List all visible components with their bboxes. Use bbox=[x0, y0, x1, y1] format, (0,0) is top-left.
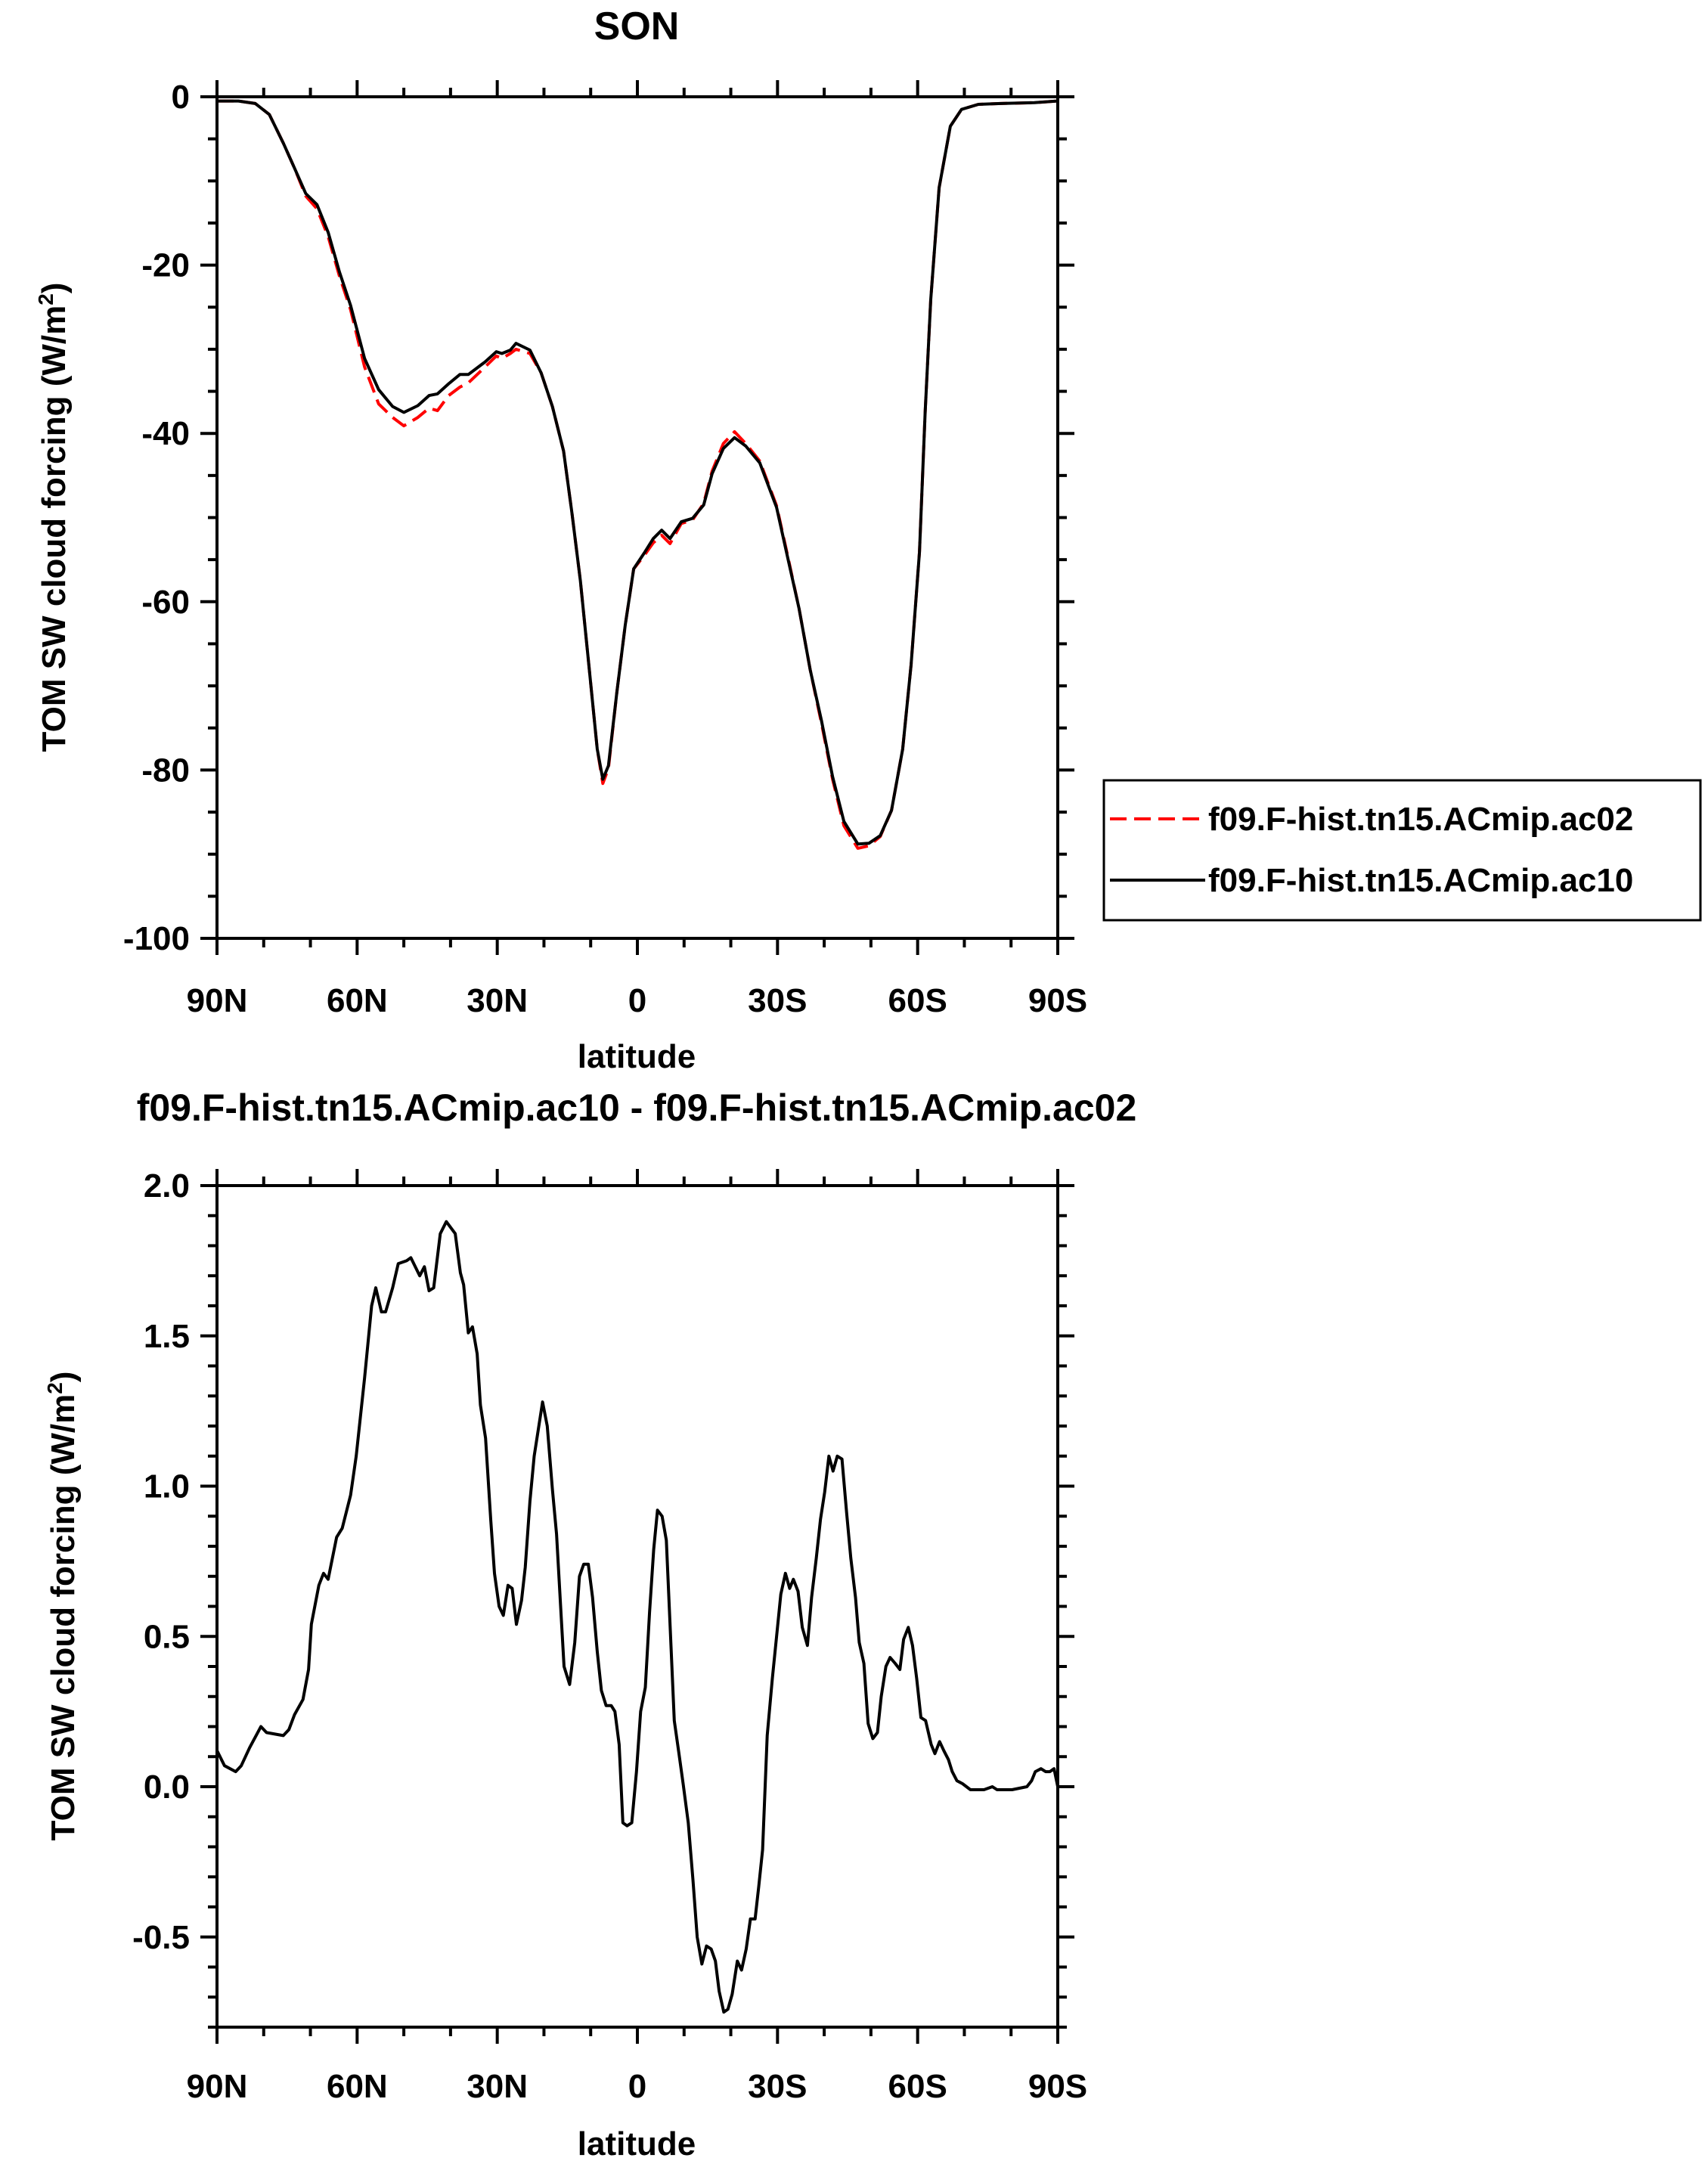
y-tick-label: -80 bbox=[141, 752, 190, 789]
legend-label-ac02: f09.F-hist.tn15.ACmip.ac02 bbox=[1208, 801, 1633, 838]
x-tick-label: 30N bbox=[467, 982, 528, 1019]
x-tick-label: 0 bbox=[628, 982, 646, 1019]
x-tick-label: 90N bbox=[187, 982, 248, 1019]
x-tick-label: 30S bbox=[748, 2068, 807, 2105]
series-line-0-0 bbox=[217, 99, 1059, 850]
y-tick-label: 0.0 bbox=[144, 1769, 190, 1806]
x-tick-label: 90S bbox=[1028, 2068, 1087, 2105]
y-tick-label: -100 bbox=[123, 920, 190, 957]
plot-frame bbox=[215, 1184, 1059, 2029]
y-tick-label: -60 bbox=[141, 584, 190, 621]
x-tick-label: 90N bbox=[187, 2068, 248, 2105]
x-tick-label: 30S bbox=[748, 982, 807, 1019]
x-tick-label: 90S bbox=[1028, 982, 1087, 1019]
x-tick-label: 60S bbox=[888, 2068, 947, 2105]
y-tick-label: 2.0 bbox=[144, 1167, 190, 1204]
difference-chart: f09.F-hist.tn15.ACmip.ac10 - f09.F-hist.… bbox=[43, 1087, 1136, 2162]
difference-chart-title: f09.F-hist.tn15.ACmip.ac10 - f09.F-hist.… bbox=[137, 1087, 1137, 1129]
y-tick-label: 1.0 bbox=[144, 1468, 190, 1505]
y-tick-label: 0 bbox=[172, 79, 190, 116]
series-line-1-0 bbox=[215, 1220, 1059, 2014]
y-tick-label: 1.5 bbox=[144, 1318, 190, 1355]
top-chart-legend: f09.F-hist.tn15.ACmip.ac02 f09.F-hist.tn… bbox=[1102, 779, 1702, 922]
x-tick-label: 30N bbox=[467, 2068, 528, 2105]
top-chart: SON latitude TOM SW cloud forcing (W/m2)… bbox=[34, 5, 1702, 1075]
y-tick-label: -0.5 bbox=[132, 1919, 190, 1956]
difference-chart-xlabel: latitude bbox=[578, 2125, 696, 2162]
top-chart-ylabel: TOM SW cloud forcing (W/m2) bbox=[34, 283, 73, 752]
series-line-0-1 bbox=[217, 99, 1059, 846]
legend-box bbox=[1102, 779, 1702, 922]
legend-label-ac10: f09.F-hist.tn15.ACmip.ac10 bbox=[1208, 862, 1633, 899]
x-tick-label: 60N bbox=[327, 2068, 388, 2105]
y-tick-label: 0.5 bbox=[144, 1618, 190, 1655]
top-chart-title: SON bbox=[594, 5, 680, 48]
x-tick-label: 60N bbox=[327, 982, 388, 1019]
top-chart-xlabel: latitude bbox=[578, 1038, 696, 1075]
y-tick-label: -20 bbox=[141, 247, 190, 284]
difference-chart-ylabel: TOM SW cloud forcing (W/m2) bbox=[43, 1372, 82, 1841]
x-tick-label: 60S bbox=[888, 982, 947, 1019]
x-tick-label: 0 bbox=[628, 2068, 646, 2105]
y-tick-label: -40 bbox=[141, 415, 190, 452]
plot-frame bbox=[215, 95, 1059, 940]
